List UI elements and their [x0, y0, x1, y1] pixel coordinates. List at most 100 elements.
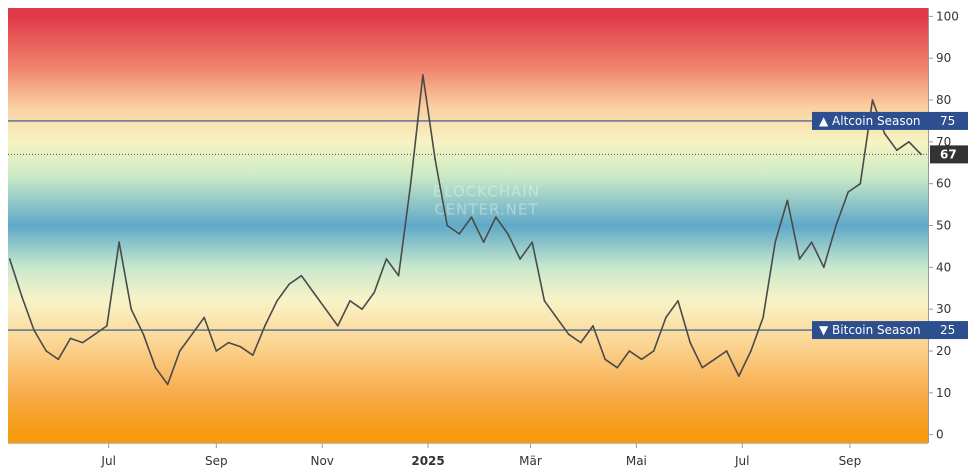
series-point — [628, 350, 631, 352]
series-point — [349, 299, 351, 302]
series-point — [179, 350, 181, 352]
series-point — [130, 308, 133, 310]
series-point — [604, 358, 606, 361]
x-tick-label: Nov — [310, 454, 333, 468]
current-value-label: 67 — [940, 147, 957, 161]
series-point — [689, 341, 691, 344]
y-tick-label: 30 — [936, 302, 951, 316]
y-tick-label: 40 — [936, 260, 951, 274]
series-point — [33, 329, 35, 331]
series-point — [446, 224, 448, 227]
series-point — [786, 199, 789, 202]
series-point — [640, 358, 643, 361]
reference-value-label: 25 — [940, 323, 955, 337]
reference-badges: ▲ Altcoin Season 75 ▼ Bitcoin Season 25 67 — [812, 111, 968, 340]
series-point — [227, 341, 230, 344]
series-point — [324, 308, 327, 310]
series-point — [652, 350, 655, 352]
series-point — [725, 350, 728, 352]
reference-badge — [812, 111, 930, 130]
reference-badge-label: ▼ Bitcoin Season — [819, 323, 921, 337]
series-point — [835, 224, 837, 227]
series-point — [264, 325, 266, 327]
series-point — [750, 350, 752, 352]
series-point — [385, 258, 388, 260]
series-point — [215, 350, 218, 352]
series-point — [434, 157, 436, 160]
series-point — [337, 325, 339, 327]
series-point — [580, 341, 582, 344]
y-tick-label: 90 — [936, 51, 951, 65]
series-point — [166, 383, 169, 386]
series-point — [288, 283, 291, 285]
series-point — [8, 258, 11, 260]
reference-lines — [8, 120, 928, 331]
series-point — [21, 295, 23, 298]
series-point — [737, 375, 740, 377]
y-axis: 0 10 20 30 40 50 60 70 80 90 100 — [928, 8, 959, 443]
series-point — [191, 333, 193, 336]
y-tick-label: 0 — [936, 428, 944, 442]
series-point — [458, 233, 461, 235]
series-point — [713, 358, 716, 361]
series-line — [8, 74, 922, 386]
x-tick-label: Jul — [100, 454, 115, 468]
reference-value-label: 75 — [940, 114, 955, 128]
series-point — [251, 354, 254, 356]
series-point — [847, 191, 849, 193]
series-point — [93, 333, 96, 336]
series-point — [361, 308, 363, 310]
series-point — [142, 333, 145, 336]
series-point — [762, 316, 764, 319]
series-point — [45, 350, 47, 352]
series-point — [482, 241, 485, 244]
x-tick-label: Mär — [519, 454, 542, 468]
series-point — [373, 291, 376, 294]
x-tick-label: 2025 — [411, 454, 444, 468]
series-point — [507, 233, 509, 235]
y-tick-label: 50 — [936, 219, 951, 233]
series-point — [895, 149, 898, 152]
series-point — [665, 316, 667, 319]
x-tick-label: Mai — [626, 454, 647, 468]
series-point — [592, 325, 594, 327]
series-point — [470, 216, 473, 218]
reference-badge-label: ▲ Altcoin Season — [819, 114, 921, 128]
series-point — [154, 366, 157, 369]
series-point — [203, 316, 205, 319]
series-point — [81, 341, 84, 344]
x-axis: Jul Sep Nov 2025 Mär Mai Jul Sep — [8, 443, 928, 468]
series-point — [774, 241, 777, 244]
series-point — [883, 132, 886, 135]
series-point — [276, 299, 278, 302]
series-point — [409, 182, 412, 185]
reference-value-badge — [930, 321, 968, 340]
series-point — [616, 366, 619, 369]
series-point — [57, 358, 60, 361]
y-tick-label: 100 — [936, 9, 959, 23]
series-point — [494, 216, 497, 218]
series-point — [106, 325, 108, 327]
series-point — [69, 337, 72, 340]
series-point — [300, 274, 303, 277]
series-point — [920, 153, 922, 156]
series-point — [871, 99, 874, 101]
series-point — [543, 299, 546, 302]
series-point — [677, 299, 679, 302]
y-tick-label: 10 — [936, 386, 951, 400]
series-point — [810, 241, 813, 244]
series-point — [312, 291, 315, 294]
reference-value-badge — [930, 111, 968, 130]
series-point — [118, 241, 120, 244]
series-point — [859, 182, 862, 185]
x-tick-label: Sep — [839, 454, 862, 468]
y-tick-label: 70 — [936, 135, 951, 149]
reference-badge — [812, 321, 930, 340]
series-point — [397, 274, 400, 277]
series-point — [555, 316, 558, 319]
series-point — [823, 266, 825, 269]
series-point — [239, 345, 242, 348]
